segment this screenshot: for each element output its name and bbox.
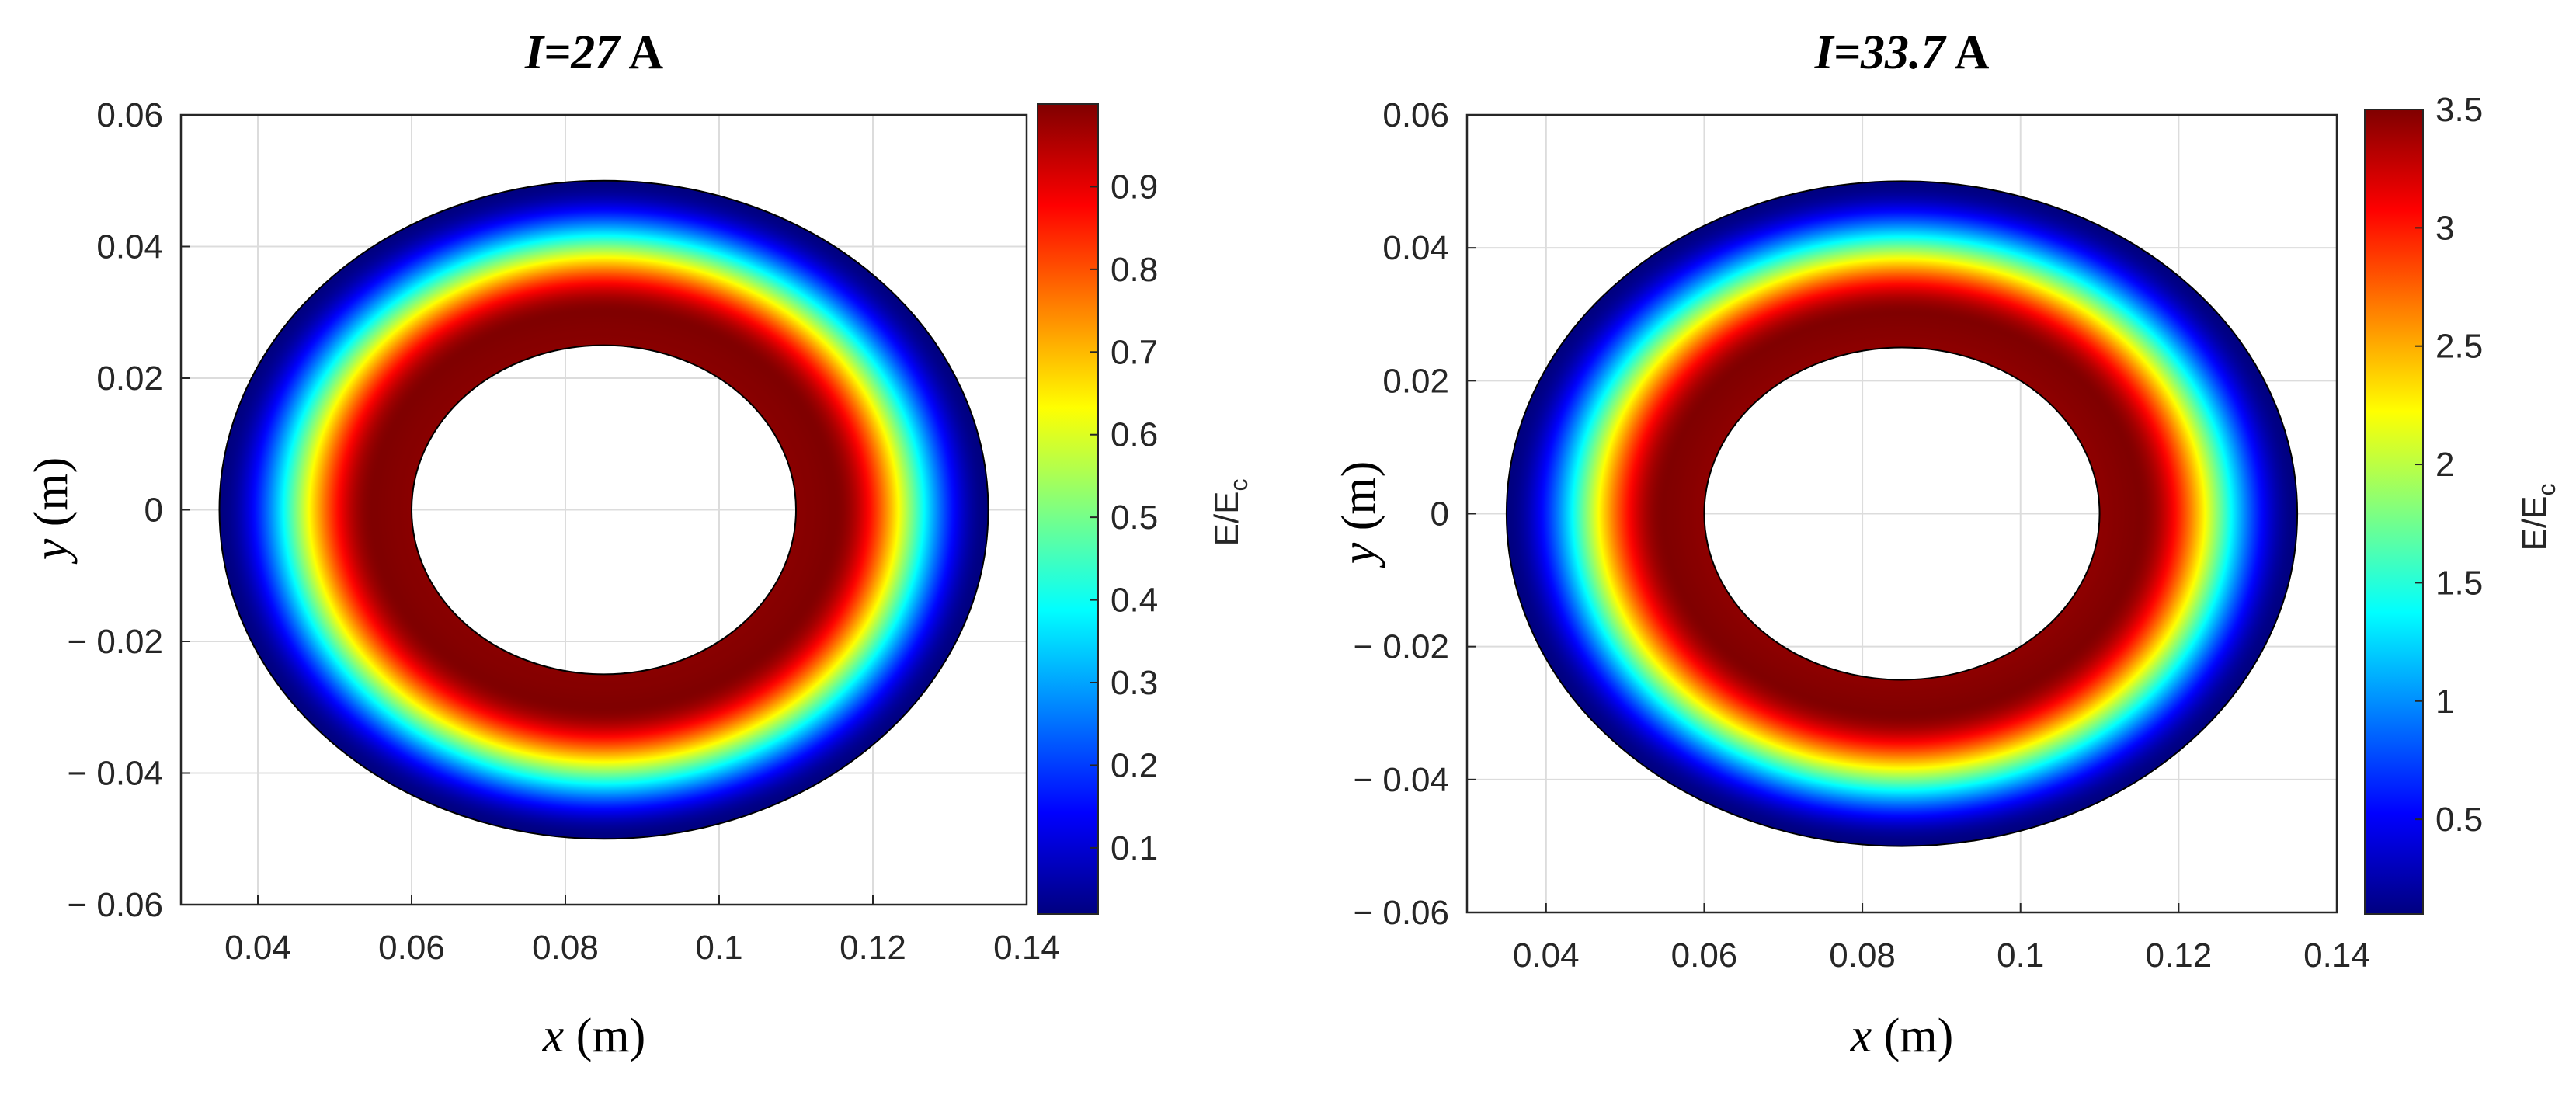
colorbar-label: E/Ec [2515, 484, 2560, 551]
y-tick-label: 0.06 [96, 96, 163, 134]
x-axis-unit: (m) [564, 1009, 645, 1062]
title-variable: I [1814, 26, 1835, 79]
y-tick-label: − 0.06 [67, 886, 163, 924]
panel-title: I=27 A [524, 26, 664, 79]
x-tick-label: 0.14 [2303, 936, 2370, 975]
x-axis-unit: (m) [1872, 1009, 1953, 1062]
colorbar-label-main: E/E [1208, 492, 1246, 547]
x-tick-label: 0.1 [695, 929, 742, 967]
y-tick-label: − 0.04 [67, 755, 163, 793]
x-axis-variable: x [1850, 1009, 1872, 1062]
colorbar-tick-label: 0.4 [1111, 582, 1158, 620]
panel-title: I=33.7 A [1814, 26, 1990, 79]
y-axis-label: y (m) [1333, 461, 1385, 569]
x-axis-label: x (m) [542, 1009, 646, 1062]
colorbar-tick-label: 0.7 [1111, 333, 1158, 371]
y-axis-variable: y [25, 538, 78, 565]
colorbar-label-subscript: c [2533, 484, 2560, 496]
y-tick-label: 0.02 [96, 360, 163, 398]
y-tick-label: 0 [1431, 495, 1449, 533]
colorbar-tick-label: 0.5 [2435, 801, 2483, 839]
colorbar-tick-label: 3 [2435, 209, 2454, 247]
colorbar-tick-label: 1 [2435, 683, 2454, 721]
y-tick-label: 0.04 [1382, 229, 1449, 267]
colorbar [1037, 103, 1099, 915]
field-annulus [1505, 179, 2299, 848]
colorbar-tick-label: 2.5 [2435, 328, 2483, 366]
colorbar-tick-label: 0.9 [1111, 168, 1158, 206]
y-tick-label: − 0.02 [1353, 628, 1449, 666]
panel-left: 0.04 0.06 0.08 0.1 0.12 0.14 0.06 0.04 0.02 0 − 0.… [25, 26, 1253, 1062]
x-tick-label: 0.1 [1997, 936, 2044, 975]
x-axis-variable: x [542, 1009, 565, 1062]
colorbar-tick-label: 0.3 [1111, 664, 1158, 702]
panel-right: 0.04 0.06 0.08 0.1 0.12 0.14 0.06 0.04 0.02 0 − 0.… [1333, 26, 2560, 1062]
x-tick-label: 0.06 [378, 929, 445, 967]
y-tick-label: 0 [144, 492, 163, 530]
y-tick-label: − 0.04 [1353, 761, 1449, 799]
title-unit: A [1945, 26, 1990, 79]
colorbar-label-subscript: c [1225, 479, 1253, 492]
x-tick-label: 0.04 [1513, 936, 1580, 975]
title-unit: A [619, 26, 663, 79]
colorbar-label-main: E/E [2515, 496, 2553, 551]
x-tick-label: 0.12 [840, 929, 906, 967]
x-tick-label: 0.14 [993, 929, 1060, 967]
colorbar-tick-label: 0.5 [1111, 499, 1158, 537]
x-tick-label: 0.08 [1829, 936, 1896, 975]
colorbar-tick-label: 0.6 [1111, 416, 1158, 454]
y-tick-label: − 0.02 [67, 623, 163, 661]
colorbar-tick-label: 0.1 [1111, 829, 1158, 867]
colorbar-tick-label: 1.5 [2435, 564, 2483, 602]
y-tick-label: 0.04 [96, 228, 163, 266]
title-value: =27 [544, 26, 621, 79]
field-annulus [218, 179, 989, 840]
y-tick-label: − 0.06 [1353, 894, 1449, 932]
y-axis-label: y (m) [25, 457, 78, 565]
x-tick-label: 0.04 [224, 929, 291, 967]
colorbar-tick-label: 3.5 [2435, 91, 2483, 129]
y-tick-label: 0.02 [1382, 362, 1449, 400]
x-tick-label: 0.08 [532, 929, 599, 967]
x-tick-label: 0.12 [2146, 936, 2213, 975]
y-axis-unit: (m) [25, 457, 78, 539]
colorbar-tick-label: 2 [2435, 446, 2454, 484]
colorbar-tick-label: 0.8 [1111, 251, 1158, 289]
x-tick-label: 0.06 [1671, 936, 1738, 975]
y-axis-unit: (m) [1333, 461, 1385, 543]
title-value: =33.7 [1834, 26, 1948, 79]
colorbar-label: E/Ec [1208, 479, 1253, 547]
colorbar [2364, 109, 2424, 915]
y-axis-variable: y [1333, 542, 1385, 568]
title-variable: I [524, 26, 545, 79]
y-tick-label: 0.06 [1382, 96, 1449, 134]
colorbar-tick-label: 0.2 [1111, 746, 1158, 784]
x-axis-label: x (m) [1850, 1009, 1954, 1062]
